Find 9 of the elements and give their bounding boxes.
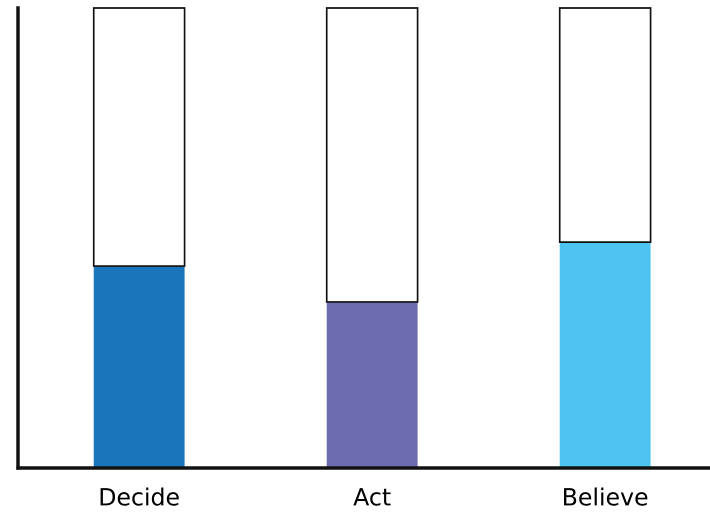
x-tick-label: Act (353, 488, 391, 506)
bar (326, 302, 418, 468)
bar (326, 7, 418, 303)
bar (560, 242, 651, 468)
x-tick-label: Believe (564, 487, 648, 506)
bar (94, 266, 185, 468)
bar (558, 7, 652, 243)
x-tick-label: Decide (100, 487, 179, 506)
bar (92, 7, 186, 267)
